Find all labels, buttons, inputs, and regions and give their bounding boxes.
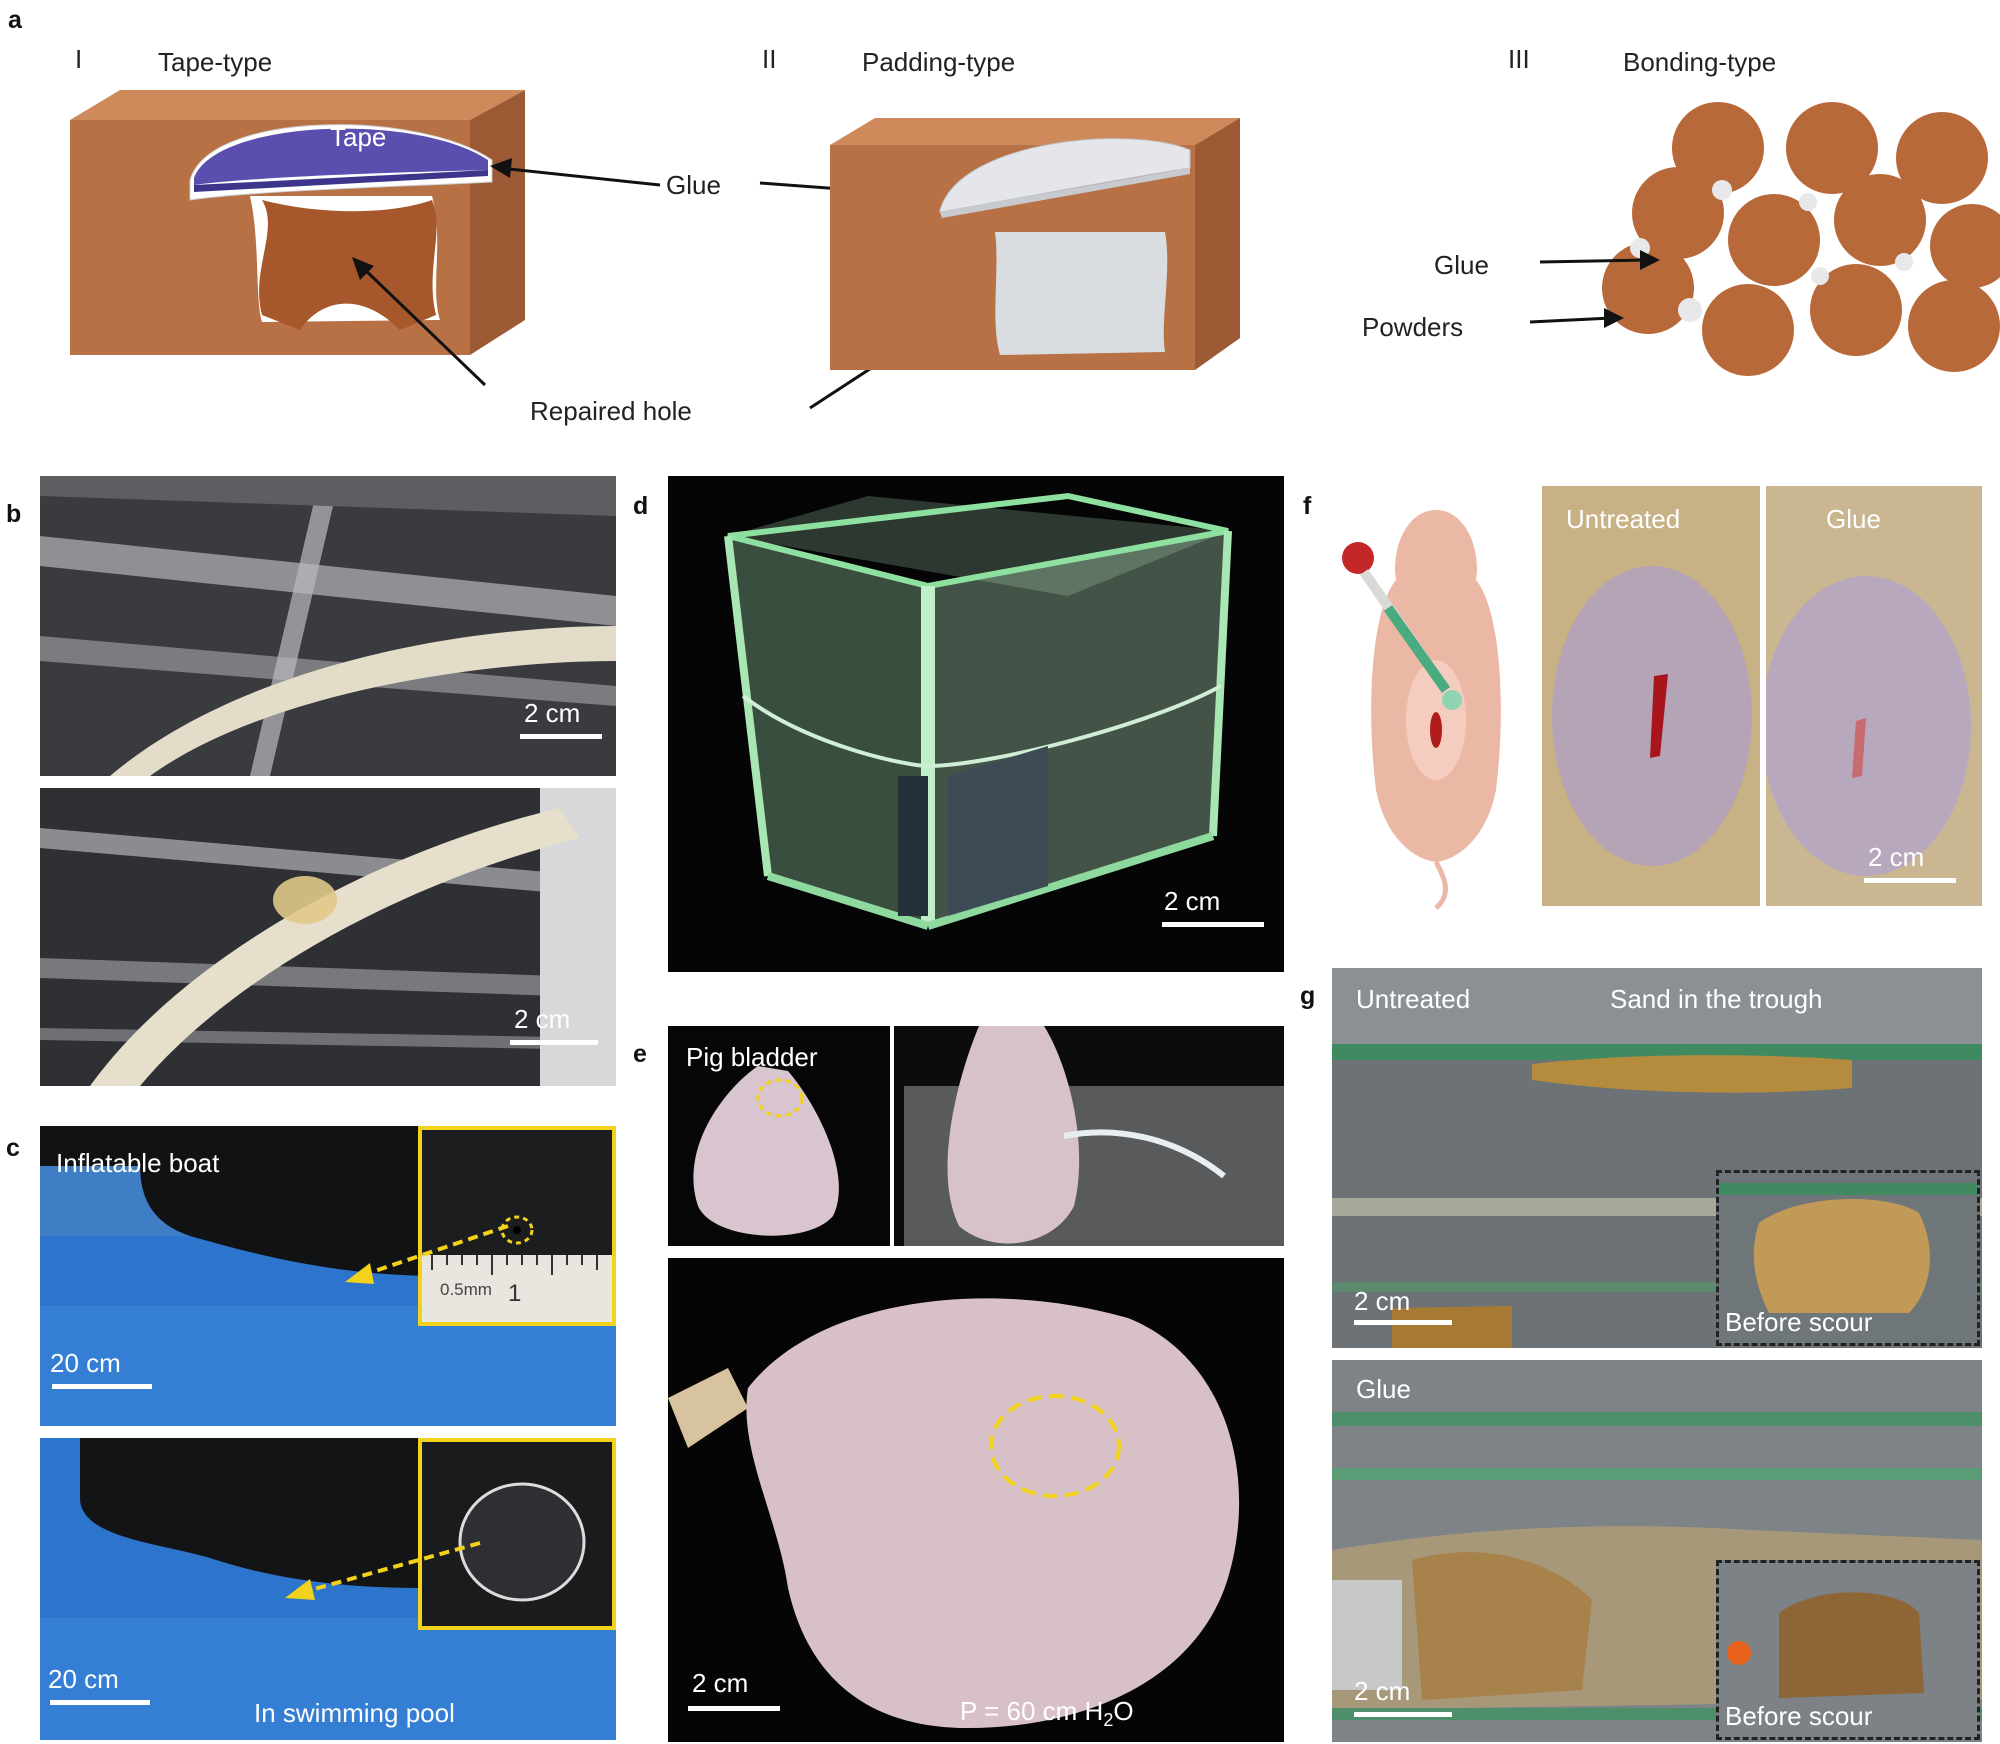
pressure-prefix: P = 60 cm H — [960, 1696, 1104, 1726]
panel-label-d: d — [633, 492, 649, 520]
glue-label-a: Glue — [666, 170, 721, 200]
scale-text-d: 2 cm — [1164, 886, 1221, 916]
scale-bar-b-top — [520, 734, 602, 739]
pressure-suffix: O — [1113, 1696, 1134, 1726]
panel-b-bottom-photo: 2 cm — [40, 788, 616, 1086]
type-i-numeral: I — [75, 44, 83, 74]
panel-c-bottom-photo: 20 cm In swimming pool — [40, 1438, 616, 1740]
label-untreated-g: Untreated — [1356, 984, 1471, 1014]
label-sand-in-trough: Sand in the trough — [1610, 984, 1823, 1014]
panel-label-e: e — [633, 1040, 647, 1068]
scale-bar-g-bottom — [1354, 1712, 1452, 1717]
tape-type-block — [70, 90, 525, 355]
label-before-scour-top: Before scour — [1725, 1307, 1873, 1337]
caption-pig-bladder: Pig bladder — [686, 1042, 818, 1072]
bonding-type-particles — [1602, 102, 2000, 376]
panel-e-top-right-photo — [894, 1026, 1284, 1246]
label-before-scour-bottom: Before scour — [1725, 1701, 1873, 1731]
padding-type-block — [830, 118, 1240, 370]
scale-bar-c-bottom — [50, 1700, 150, 1705]
panel-label-f: f — [1303, 492, 1312, 520]
type-ii-numeral: II — [762, 44, 777, 74]
type-iii-numeral: III — [1508, 44, 1530, 74]
scale-text-f: 2 cm — [1868, 842, 1925, 872]
panel-g-bottom-photo: Glue Before scour 2 cm — [1332, 1360, 1982, 1742]
scale-text-b-bottom: 2 cm — [514, 1004, 571, 1034]
label-glue-f: Glue — [1826, 504, 1881, 534]
label-glue-g: Glue — [1356, 1374, 1411, 1404]
scale-text-b-top: 2 cm — [524, 698, 581, 728]
panel-f-glue-photo: Glue 2 cm — [1766, 486, 1982, 906]
scale-text-c-bottom: 20 cm — [48, 1664, 119, 1694]
panel-a-schematics: ​ — [70, 90, 2000, 410]
tape-label: Tape — [330, 122, 387, 152]
inset-arrow-c-top — [345, 1224, 509, 1284]
inset-arrow-c-bottom — [285, 1541, 481, 1600]
panel-e-top-left-photo: Pig bladder — [668, 1026, 890, 1246]
caption-inflatable-boat: Inflatable boat — [56, 1148, 220, 1178]
ruler-mark: 1 — [508, 1280, 522, 1307]
panel-g-top-photo: Untreated Sand in the trough Before scou… — [1332, 968, 1982, 1348]
panel-label-g: g — [1300, 982, 1316, 1010]
mouse-dropper-illustration — [1342, 510, 1501, 910]
glue-label-iii: Glue — [1434, 250, 1489, 280]
panel-label-a: a — [8, 6, 22, 34]
scale-text-g-top: 2 cm — [1354, 1286, 1411, 1316]
panel-b-top-photo: 2 cm — [40, 476, 616, 776]
ruler-text: 0.5mm — [440, 1280, 492, 1299]
type-i-name: Tape-type — [158, 47, 273, 77]
scale-bar-c-top — [52, 1384, 152, 1389]
scale-bar-e — [688, 1706, 780, 1711]
type-iii-name: Bonding-type — [1623, 47, 1777, 77]
label-untreated: Untreated — [1566, 504, 1681, 534]
panel-f-untreated-photo: Untreated — [1542, 486, 1760, 906]
panel-label-b: b — [6, 500, 22, 528]
panel-g-top-inset: Before scour — [1716, 1170, 1980, 1346]
panel-label-c: c — [6, 1134, 20, 1162]
panel-c-top-inset: 0.5mm 1 — [418, 1126, 616, 1326]
powders-label: Powders — [1362, 312, 1464, 342]
type-ii-name: Padding-type — [862, 47, 1016, 77]
panel-d-photo: 2 cm — [668, 476, 1284, 972]
panel-g-bottom-inset: Before scour — [1716, 1560, 1980, 1740]
scale-bar-f — [1864, 878, 1956, 883]
pressure-label: P = 60 cm H2O — [960, 1696, 1134, 1731]
pig-bladder-marker-circle — [756, 1078, 804, 1118]
scale-bar-b-bottom — [510, 1040, 598, 1045]
panel-c-top-photo: Inflatable boat 0.5mm 1 20 cm — [40, 1126, 616, 1426]
scale-bar-g-top — [1354, 1320, 1452, 1325]
scale-text-g-bottom: 2 cm — [1354, 1676, 1411, 1706]
scale-bar-d — [1162, 922, 1264, 927]
leak-marker-circle — [989, 1394, 1121, 1498]
repaired-hole-label: Repaired hole — [530, 396, 692, 426]
panel-c-bottom-inset — [418, 1438, 616, 1630]
scale-text-e: 2 cm — [692, 1668, 749, 1698]
scale-text-c-top: 20 cm — [50, 1348, 121, 1378]
pressure-subscript: 2 — [1103, 1710, 1114, 1731]
caption-in-swimming-pool: In swimming pool — [254, 1698, 455, 1728]
panel-e-bottom-photo: 2 cm P = 60 cm H2O — [668, 1258, 1284, 1742]
